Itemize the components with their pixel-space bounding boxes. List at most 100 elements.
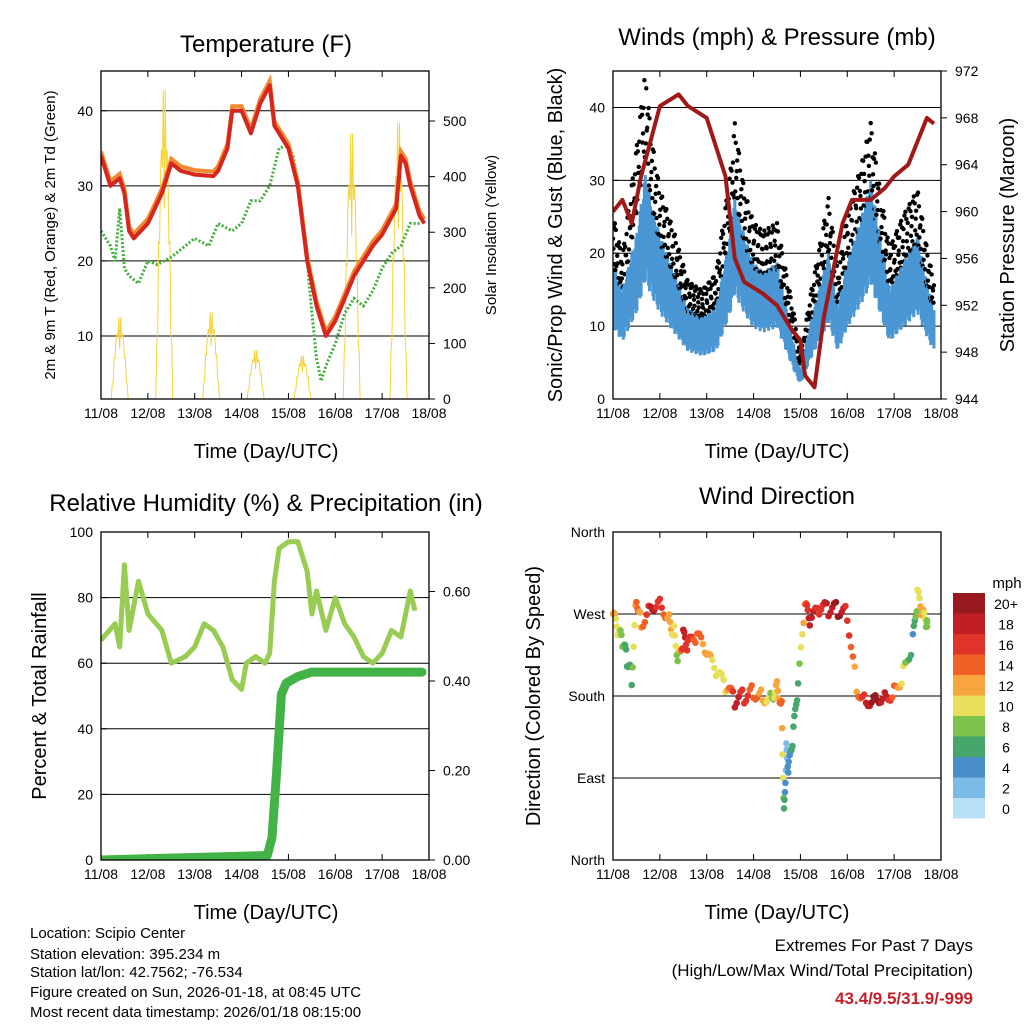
wind-gust-point <box>742 226 747 231</box>
wind-gust-point <box>674 268 679 274</box>
wind-direction-point <box>785 758 793 766</box>
wind-gust-point <box>838 260 843 265</box>
wind-gust-point <box>741 180 746 186</box>
wind-gust-point <box>875 207 880 213</box>
wind-gust-point <box>746 210 751 215</box>
legend-swatch <box>953 654 985 675</box>
wind-gust-point <box>909 214 915 220</box>
x-tick-label: 17/08 <box>877 866 912 882</box>
wind-gust-point <box>930 288 936 293</box>
wind-direction-point <box>860 691 868 698</box>
wind-gust-point <box>753 222 759 228</box>
wind-gust-point <box>665 245 671 251</box>
wind-gust-point <box>718 251 723 256</box>
wind-gust-point <box>861 171 867 177</box>
temp-title: Temperature (F) <box>180 31 352 58</box>
wind-ylabel-right: Station Pressure (Maroon) <box>997 118 1019 353</box>
y-right-tick-label: 956 <box>955 250 979 266</box>
wind-gust-point <box>902 213 907 218</box>
wind-gust-point <box>636 164 641 170</box>
wind-gust-point <box>822 259 827 265</box>
legend-swatch <box>953 798 985 819</box>
wind-gust-point <box>732 121 738 126</box>
wind-gust-point <box>909 223 914 229</box>
wind-gust-point <box>711 275 716 280</box>
wind-gust-point <box>645 112 650 117</box>
precipitation-line <box>101 667 427 860</box>
wind-direction-point <box>630 643 637 650</box>
rh-title: Relative Humidity (%) & Precipitation (i… <box>49 490 482 517</box>
y-right-tick-label: 0.40 <box>443 673 470 689</box>
wind-gust-point <box>643 141 648 146</box>
wind-gust-point <box>792 317 798 322</box>
wind-direction-point <box>779 751 786 758</box>
wind-gust-point <box>696 300 701 305</box>
wind-gust-point <box>916 204 922 209</box>
solar-insolation-line <box>202 312 220 399</box>
wind-gust-point <box>711 306 716 311</box>
wind-direction-point <box>735 693 742 701</box>
wind-gust-point <box>648 176 654 182</box>
wind-gust-point <box>896 248 902 253</box>
wind-direction-point <box>784 769 792 776</box>
wind-gust-point <box>785 285 790 291</box>
wind-gust-point <box>883 252 889 257</box>
wind-plot-area <box>613 71 937 390</box>
wind-gust-point <box>914 232 919 237</box>
wind-direction-point <box>916 594 923 602</box>
wind-gust-point <box>656 190 662 196</box>
wind-gust-point <box>807 313 812 318</box>
wind-gust-point <box>720 231 726 237</box>
legend-label: 6 <box>1002 740 1010 756</box>
wind-direction-point <box>907 651 915 659</box>
wind-gust-point <box>708 286 713 291</box>
wind-gust-point <box>722 223 727 229</box>
wind-title: Winds (mph) & Pressure (mb) <box>618 24 935 51</box>
wind-gust-point <box>734 175 739 181</box>
wind-gust-point <box>731 133 737 139</box>
wind-gust-point <box>672 232 678 237</box>
wind-gust-point <box>871 183 876 189</box>
wind-gust-point <box>853 205 859 211</box>
legend-swatch <box>953 695 985 716</box>
wind-direction-point <box>631 621 638 629</box>
wind-gust-point <box>888 252 894 258</box>
wind-gust-point <box>900 244 905 250</box>
legend-label: 16 <box>998 637 1014 653</box>
y-right-tick-label: 500 <box>443 113 467 129</box>
legend-label: 18 <box>998 617 1014 633</box>
wind-gust-point <box>827 211 832 217</box>
wind-direction-point <box>781 788 789 796</box>
wind-gust-point <box>848 238 854 243</box>
wind-gust-point <box>830 229 835 235</box>
solar-insolation-line <box>110 317 129 399</box>
wind-gust-point <box>772 243 778 248</box>
wind-direction-point <box>915 588 922 596</box>
rh-plot-area <box>101 539 427 860</box>
wind-gust-point <box>729 168 734 173</box>
wind-gust-point <box>688 302 693 307</box>
wind-gust-point <box>910 239 915 244</box>
temp-xlabel: Time (Day/UTC) <box>194 441 339 463</box>
wind-gust-point <box>734 169 739 174</box>
wind-gust-point <box>827 240 833 246</box>
wind-gust-point <box>829 225 835 231</box>
wind-gust-point <box>871 156 877 162</box>
wind-direction-point <box>806 622 814 629</box>
wind-direction-point <box>733 699 741 707</box>
legend-label: 0 <box>1002 801 1010 817</box>
wind-gust-point <box>814 293 819 298</box>
legend-label: 12 <box>998 678 1014 694</box>
x-tick-label: 11/08 <box>596 866 630 882</box>
wind-gust-point <box>669 228 674 233</box>
wind-gust-point <box>724 241 730 247</box>
wind-gust-point <box>869 188 875 193</box>
wind-gust-point <box>647 116 652 121</box>
wind-direction-point <box>652 603 660 611</box>
wind-gust-point <box>642 77 647 83</box>
wind-gust-point <box>821 266 827 271</box>
plot-frame <box>612 70 942 400</box>
wind-gust-point <box>852 190 857 196</box>
wind-gust-point <box>751 238 757 244</box>
temp-ylabel-right: Solar Insolation (Yellow) <box>483 155 500 315</box>
